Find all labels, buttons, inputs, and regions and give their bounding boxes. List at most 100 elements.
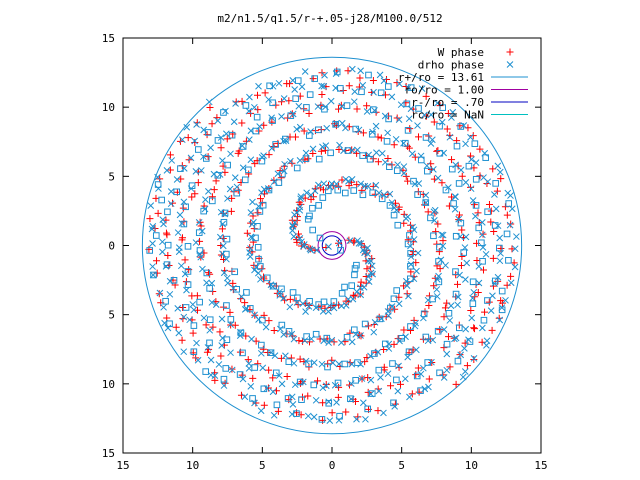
w-phase-point <box>188 292 196 300</box>
square-point <box>424 167 431 175</box>
w-phase-point <box>439 237 447 245</box>
drho-phase-point <box>392 135 400 143</box>
w-phase-point <box>487 218 495 226</box>
w-phase-point <box>411 153 419 161</box>
square-point <box>255 255 262 263</box>
w-phase-point <box>440 313 448 321</box>
w-phase-point <box>345 82 353 90</box>
w-phase-point <box>208 120 216 128</box>
drho-phase-point <box>289 77 297 84</box>
square-point <box>471 140 479 147</box>
drho-phase-point <box>310 359 318 366</box>
w-phase-point <box>146 215 154 223</box>
square-point <box>420 310 428 318</box>
x-tick-label: 10 <box>186 459 199 472</box>
drho-phase-point <box>197 167 205 174</box>
drho-phase-point <box>180 313 188 321</box>
drho-phase-point <box>372 181 380 189</box>
w-phase-point <box>406 327 414 335</box>
x-tick-label: 10 <box>465 459 478 472</box>
w-phase-point <box>443 299 451 307</box>
w-phase-point <box>253 91 261 99</box>
drho-phase-point <box>330 304 338 312</box>
square-point <box>321 105 328 113</box>
drho-phase-point <box>319 308 327 315</box>
drho-phase-point <box>496 168 504 176</box>
drho-phase-point <box>310 413 318 421</box>
w-phase-point <box>474 209 482 217</box>
drho-phase-point <box>438 118 446 126</box>
square-point <box>352 125 360 133</box>
drho-phase-point <box>275 79 283 87</box>
drho-phase-point <box>278 380 286 388</box>
drho-phase-point <box>174 305 182 312</box>
square-point <box>315 301 322 308</box>
square-point <box>228 131 236 139</box>
drho-phase-point <box>299 243 307 250</box>
square-point <box>491 277 499 285</box>
drho-phase-point <box>354 146 361 154</box>
square-point <box>452 290 460 298</box>
drho-phase-point <box>410 275 418 283</box>
w-phase-point <box>439 371 447 379</box>
drho-phase-point <box>174 229 182 236</box>
w-phase-point <box>221 379 229 387</box>
drho-phase-point <box>329 359 337 367</box>
w-phase-point <box>294 213 302 221</box>
w-phase-point <box>178 336 186 344</box>
square-point <box>254 223 261 230</box>
square-point <box>323 334 331 342</box>
square-point <box>469 300 477 307</box>
w-phase-point <box>254 209 262 217</box>
drho-phase-point <box>496 257 504 265</box>
drho-phase-point <box>187 154 195 162</box>
square-point <box>320 298 328 306</box>
drho-phase-point <box>227 150 234 158</box>
w-phase-point <box>318 91 326 99</box>
drho-phase-point <box>205 98 213 106</box>
drho-phase-point <box>183 286 190 294</box>
y-tick-label: 10 <box>102 378 115 391</box>
drho-phase-point <box>424 337 432 345</box>
w-phase-point <box>166 166 174 174</box>
w-phase-point <box>445 333 453 341</box>
square-point <box>465 162 473 170</box>
w-phase-point <box>453 280 461 288</box>
square-point <box>422 333 430 341</box>
drho-phase-point <box>319 384 327 392</box>
drho-phase-point <box>449 108 457 116</box>
w-phase-point <box>254 106 262 114</box>
drho-phase-point <box>421 111 428 119</box>
w-phase-point <box>425 301 433 309</box>
w-phase-point <box>208 193 216 201</box>
drho-phase-point <box>370 328 378 336</box>
drho-phase-point <box>394 387 402 395</box>
drho-phase-point <box>402 333 409 341</box>
drho-phase-point <box>323 124 331 132</box>
square-point <box>386 202 394 209</box>
w-phase-point <box>189 329 197 337</box>
drho-phase-point <box>267 349 275 356</box>
square-point <box>415 105 422 112</box>
square-point <box>368 390 376 397</box>
drho-phase-point <box>168 157 176 164</box>
drho-phase-point <box>159 216 167 223</box>
square-point <box>162 297 169 305</box>
w-phase-point <box>381 91 389 99</box>
legend-label-0: W phase <box>438 46 484 59</box>
square-point <box>163 261 171 268</box>
w-phase-point <box>229 286 237 294</box>
square-point <box>381 340 389 348</box>
drho-phase-point <box>511 263 519 271</box>
x-tick-label: 15 <box>534 459 547 472</box>
drho-phase-point <box>394 161 402 169</box>
drho-phase-point <box>260 152 267 160</box>
square-point <box>361 320 369 328</box>
drho-phase-point <box>149 223 157 230</box>
w-phase-point <box>241 299 249 307</box>
square-point <box>492 180 499 187</box>
drho-phase-point <box>346 237 354 245</box>
square-point <box>366 155 374 163</box>
drho-phase-point <box>293 125 301 133</box>
drho-phase-point <box>400 163 408 170</box>
